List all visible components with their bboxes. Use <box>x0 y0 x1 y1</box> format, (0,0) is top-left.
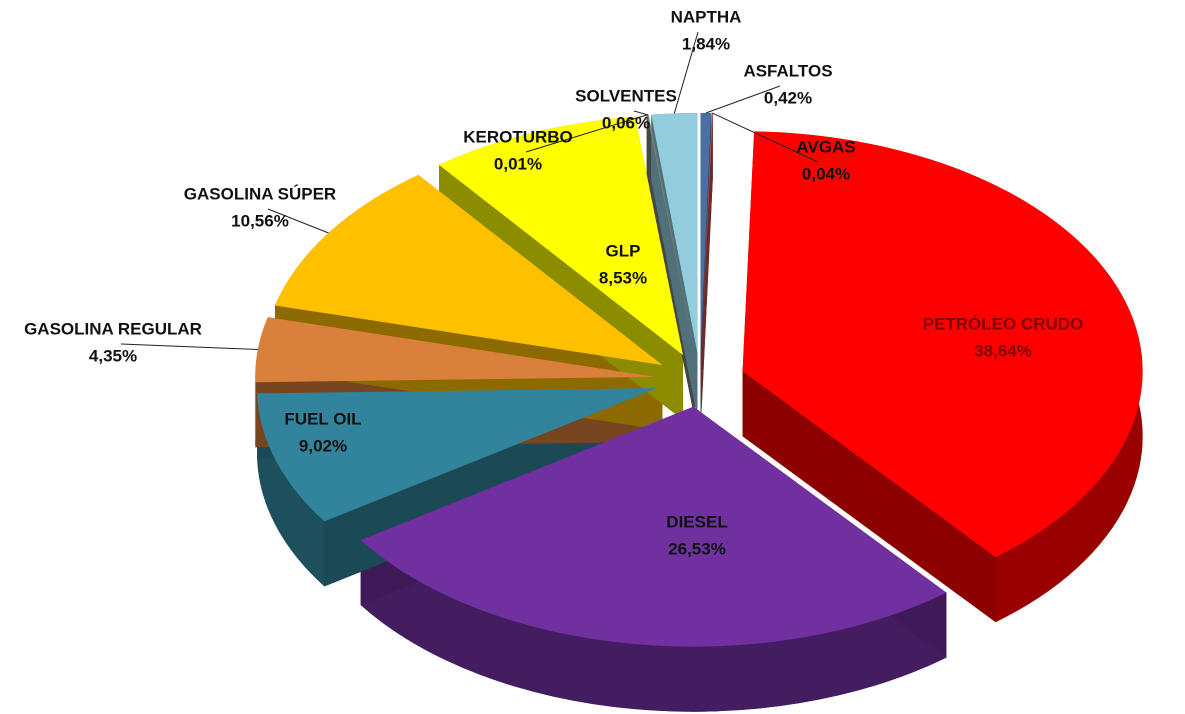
slice <box>439 116 683 356</box>
slice-label: NAPTHA <box>671 7 742 26</box>
leader-line <box>705 85 781 114</box>
slice-value: 0,42% <box>764 88 812 107</box>
slice-label: GASOLINA REGULAR <box>24 319 202 338</box>
slice-side <box>360 539 947 712</box>
slice-label: GASOLINA SÚPER <box>184 184 336 203</box>
leader-line <box>267 208 329 234</box>
slice-label: FUEL OIL <box>284 409 361 428</box>
slice <box>646 114 695 354</box>
slice-value: 4,35% <box>89 346 137 365</box>
slice-value: 0,01% <box>494 154 542 173</box>
slice <box>651 113 698 354</box>
slice-value: 10,56% <box>231 211 289 230</box>
leader-line <box>712 112 819 163</box>
slice <box>275 174 663 366</box>
slice-label: SOLVENTES <box>575 86 677 105</box>
slice-label: ASFALTOS <box>743 61 832 80</box>
slice-value: 0,06% <box>602 113 650 132</box>
slice-edge <box>701 113 713 419</box>
slice-label: AVGAS <box>796 137 855 156</box>
leader-line <box>525 114 648 153</box>
slice <box>701 113 713 354</box>
slice <box>742 131 1143 558</box>
leader-line <box>673 31 699 114</box>
slice-value: 38,64% <box>974 341 1032 360</box>
slice-label: KEROTURBO <box>463 127 573 146</box>
slice-label: GLP <box>606 241 641 260</box>
slice-value: 9,02% <box>299 436 347 455</box>
slice-value: 0,04% <box>802 164 850 183</box>
slice <box>700 113 712 354</box>
slice-side <box>257 393 325 587</box>
leader-line <box>633 110 648 116</box>
slice <box>257 388 658 522</box>
slice-value: 26,53% <box>668 539 726 558</box>
leader-line <box>120 343 258 350</box>
slice <box>255 317 656 383</box>
slice-label: PETRÓLEO CRUDO <box>923 314 1084 333</box>
slice <box>360 406 947 647</box>
slice-edge <box>742 371 996 623</box>
slice-label: DIESEL <box>666 512 727 531</box>
slice <box>647 114 695 354</box>
slice-value: 1,84% <box>682 34 730 53</box>
slice-value: 8,53% <box>599 268 647 287</box>
